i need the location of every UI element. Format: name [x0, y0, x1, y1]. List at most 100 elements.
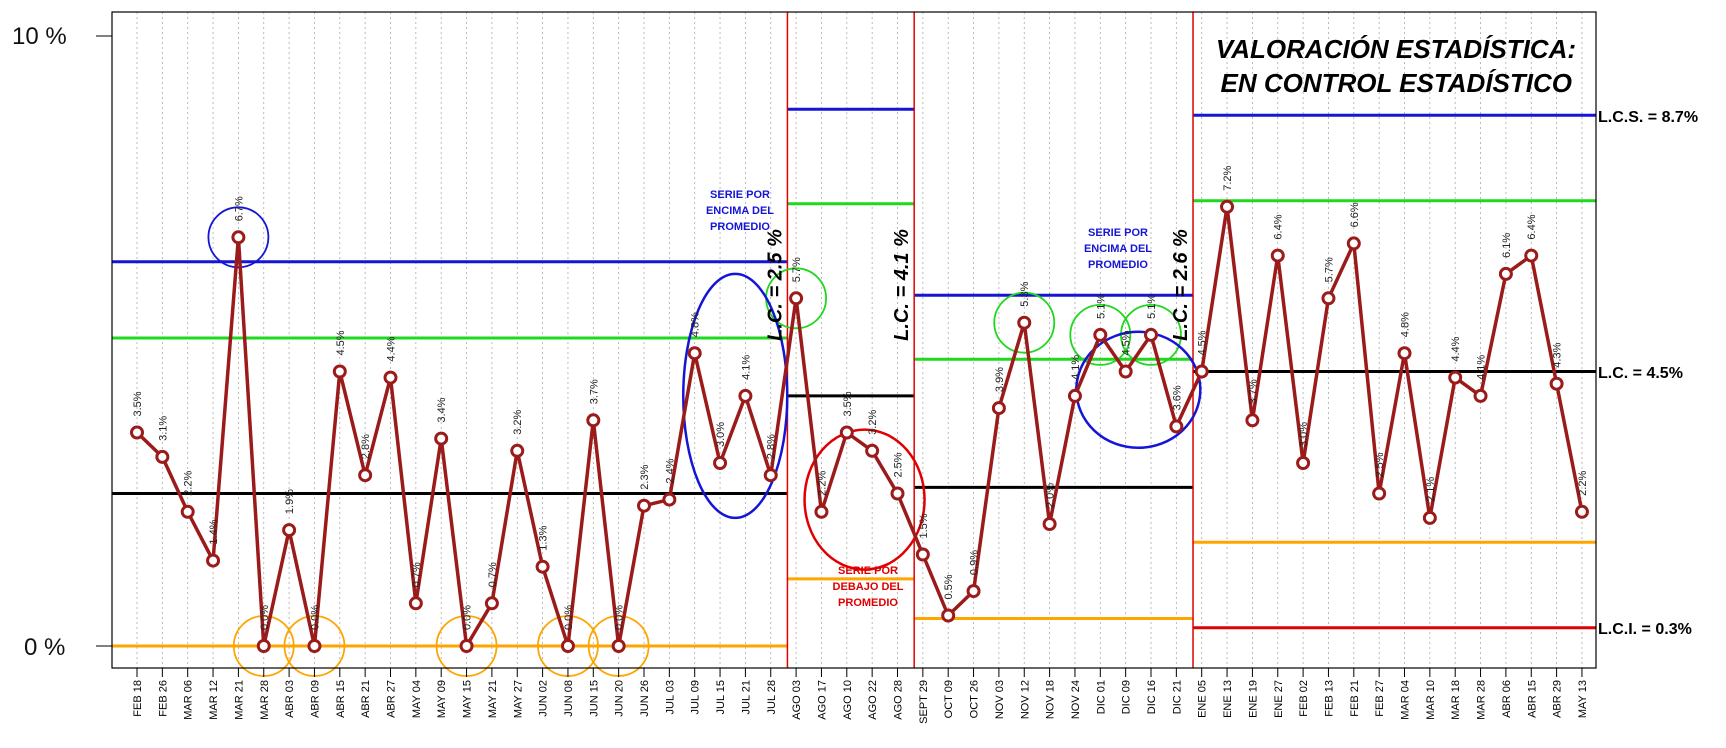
data-point [915, 547, 930, 562]
x-tick-label: ABR 21 [360, 680, 372, 718]
x-tick-label: MAY 21 [487, 680, 499, 718]
annotation-text: PROMEDIO [838, 597, 898, 609]
annotation-above-1: SERIE POR ENCIMA DEL PROMEDIO [706, 189, 774, 233]
data-label: 0.0% [309, 605, 321, 630]
data-point [180, 504, 195, 519]
data-point [206, 553, 221, 568]
x-tick-label: AGO 28 [893, 680, 905, 720]
data-point [256, 639, 271, 653]
data-label: 5.7% [1323, 257, 1335, 282]
data-label: 0.7% [411, 562, 423, 587]
data-point [1017, 315, 1032, 330]
x-tick-label: ABR 27 [386, 680, 398, 718]
plot-frame [111, 11, 1597, 669]
x-tick-label: JUL 15 [715, 680, 727, 714]
segment-center-label: L.C. = 4.1 % [891, 229, 913, 341]
x-tick-label: JUL 09 [690, 680, 702, 714]
x-tick-label: DIC 09 [1121, 680, 1133, 714]
y-tick-min: 0 % [24, 634, 65, 661]
x-tick-label: DIC 21 [1171, 680, 1183, 714]
x-tick-label: FEB 21 [1349, 680, 1361, 717]
annotation-text: DEBAJO DEL [833, 581, 904, 593]
x-tick-label: ABR 03 [284, 680, 296, 718]
annotation-text: ENCIMA DEL [1084, 243, 1152, 255]
data-label: 4.4% [386, 336, 398, 361]
x-tick-label: FEB 18 [132, 680, 144, 717]
data-label: 2.0% [1045, 483, 1057, 508]
x-tick-label: ENE 05 [1197, 680, 1209, 718]
data-point [1372, 486, 1387, 501]
x-tick-label: AGO 10 [842, 680, 854, 720]
x-tick-label: JUL 21 [740, 680, 752, 714]
data-label: 2.8% [360, 434, 372, 459]
data-label: 0.0% [563, 605, 575, 630]
data-label: 2.5% [893, 452, 905, 477]
sigma-circle [1069, 303, 1132, 366]
data-label: 6.4% [1526, 214, 1538, 239]
data-point [560, 639, 575, 653]
x-tick-label: FEB 02 [1298, 680, 1310, 717]
x-tick-label: JUN 20 [614, 680, 626, 717]
x-tick-label: MAY 27 [512, 680, 524, 718]
data-label: 5.7% [791, 257, 803, 282]
data-label: 3.9% [994, 367, 1006, 392]
data-point [1448, 370, 1463, 385]
data-label: 1.9% [284, 489, 296, 514]
data-label: 3.4% [436, 397, 448, 422]
data-point [1270, 248, 1285, 263]
data-point [941, 608, 956, 623]
axes: FEB 18 FEB 26 MAR 06 MAR 12 MAR 21 MAR 28 ABR … [96, 11, 1597, 724]
data-label: 4.1% [1070, 355, 1082, 380]
x-tick-label: JUN 08 [563, 680, 575, 717]
annotation-text: SERIE POR [838, 565, 898, 577]
x-tick-label: MAY 15 [462, 680, 474, 718]
x-tick-label: MAR 12 [208, 680, 220, 720]
series-polyline [135, 205, 1584, 648]
x-tick-label: NOV 18 [1045, 680, 1057, 719]
data-point [510, 443, 525, 458]
x-tick-label: AGO 22 [867, 680, 879, 720]
x-tick-label: DIC 01 [1095, 680, 1107, 714]
x-tick-label: ENE 19 [1247, 680, 1259, 718]
x-tick-label: JUN 02 [538, 680, 550, 717]
data-point [383, 370, 398, 385]
data-point [713, 456, 728, 470]
chart-title-line2: EN CONTROL ESTADÍSTICO [1221, 68, 1573, 98]
run-below-ellipse [803, 428, 926, 571]
x-tick-label: ABR 15 [335, 680, 347, 718]
x-tick-label: MAR 04 [1400, 680, 1412, 720]
data-point [1397, 346, 1412, 361]
x-tick-label: NOV 03 [994, 680, 1006, 719]
data-point [1549, 376, 1564, 391]
limit-label-ucl: L.C.S. = 8.7% [1598, 109, 1698, 126]
data-point [434, 431, 449, 446]
data-point [484, 596, 499, 611]
x-tick-label: ABR 06 [1501, 680, 1513, 718]
data-label: 0.0% [462, 605, 474, 630]
data-label: 1.4% [208, 519, 220, 544]
data-label: 4.5% [1197, 330, 1209, 355]
x-tick-label: MAR 28 [259, 680, 271, 720]
data-point [1093, 327, 1108, 342]
data-label: 2.4% [664, 458, 676, 483]
run-above-ellipse [682, 272, 789, 520]
data-point [459, 639, 474, 653]
data-label: 5.1% [1095, 294, 1107, 319]
data-label: 5.1% [1146, 294, 1158, 319]
data-label: 4.8% [1400, 312, 1412, 337]
data-point [130, 425, 144, 440]
segment-center-labels: L.C. = 2.5 % L.C. = 4.1 % L.C. = 2.6 % [764, 229, 1192, 341]
x-tick-label: OCT 09 [943, 680, 955, 718]
data-label: 2.2% [1577, 471, 1589, 496]
x-tick-label: MAY 09 [436, 680, 448, 718]
data-point [1169, 419, 1184, 434]
data-point [1245, 413, 1260, 428]
data-point [611, 639, 626, 653]
data-point [408, 596, 423, 611]
limit-label-lcl: L.C.I. = 0.3% [1598, 621, 1692, 638]
data-label: 3.0% [1298, 422, 1310, 447]
data-point [890, 486, 905, 501]
data-point [966, 584, 981, 599]
x-tick-label: ABR 29 [1552, 680, 1564, 718]
x-tick-label: MAY 04 [411, 680, 423, 718]
